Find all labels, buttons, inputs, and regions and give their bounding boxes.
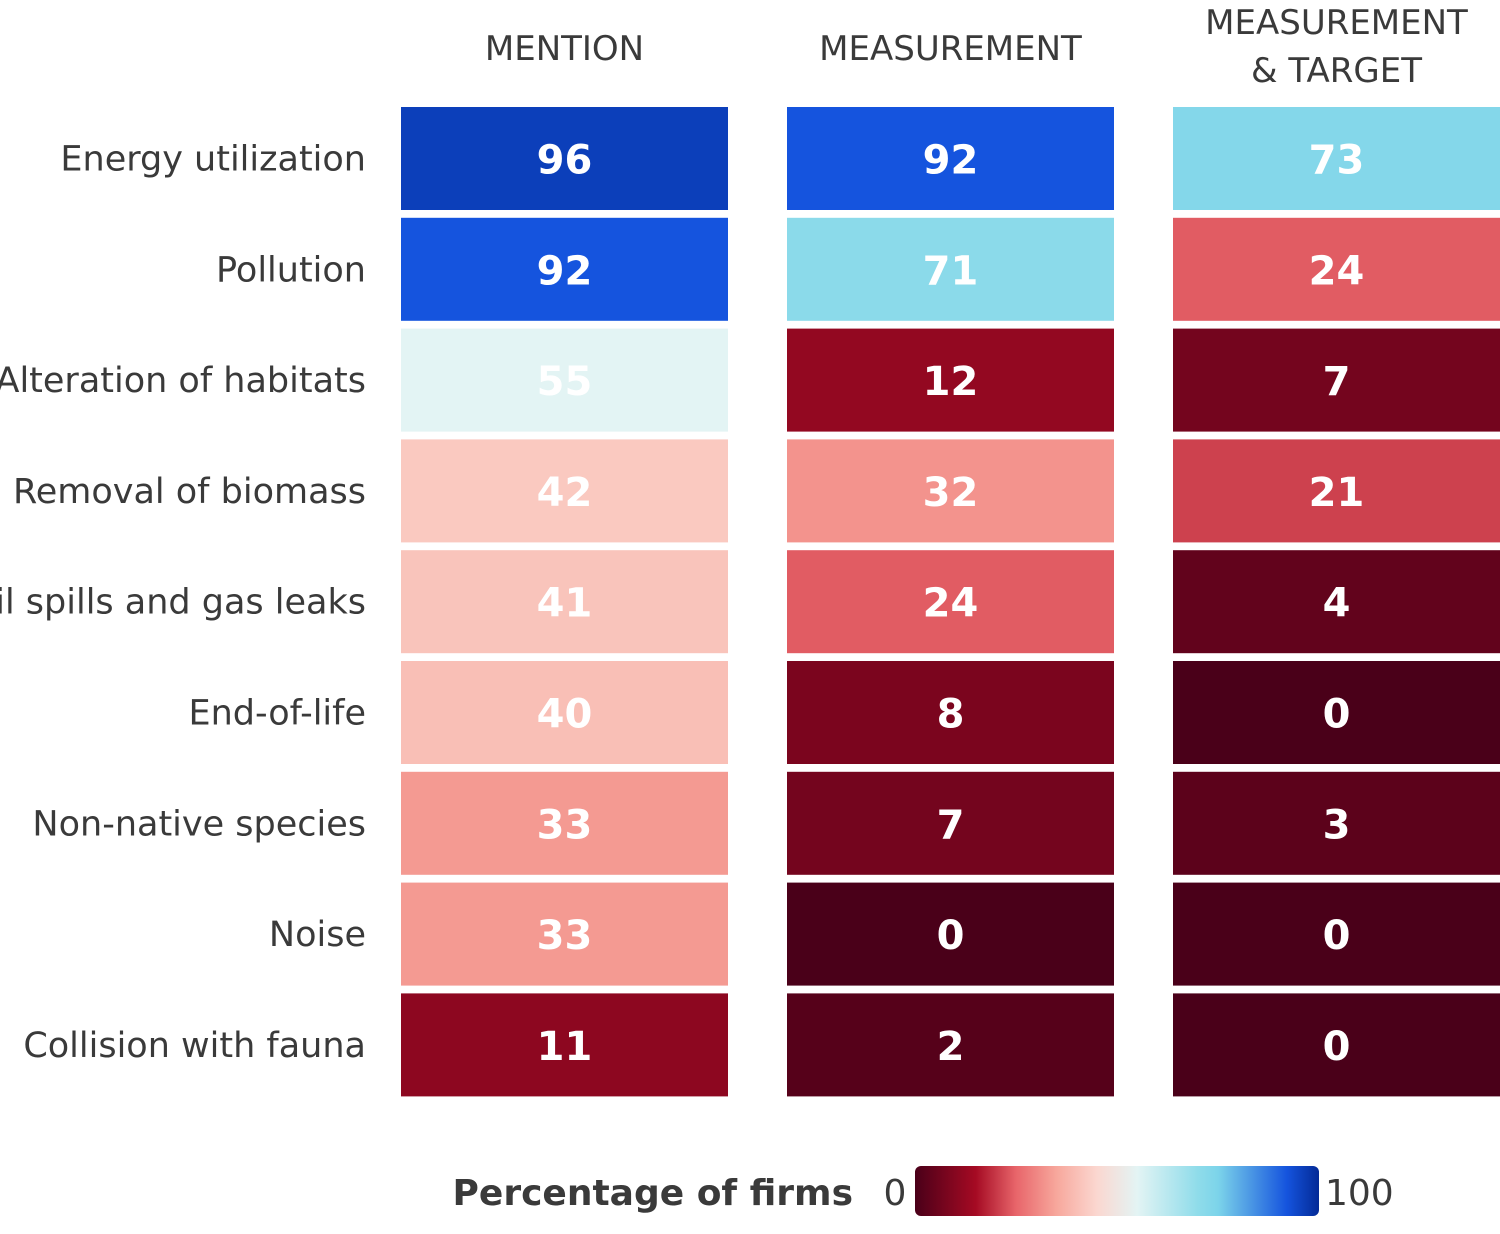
row-label-6: End-of-life <box>188 694 366 734</box>
column-headers: MENTION MEASUREMENT MEASUREMENT & TARGET <box>485 3 1468 91</box>
cell-7-1 <box>401 771 728 875</box>
cell-4-1 <box>401 439 728 543</box>
cell-value-5-3: 4 <box>1323 581 1351 627</box>
cell-value-7-3: 3 <box>1323 802 1351 848</box>
cell-2-2 <box>787 217 1114 321</box>
legend-min-label: 0 <box>884 1173 907 1214</box>
cell-value-8-3: 0 <box>1323 913 1351 959</box>
cell-value-8-2: 0 <box>937 913 965 959</box>
row-label-7: Non-native species <box>32 804 366 844</box>
cell-value-7-1: 33 <box>537 802 593 848</box>
cell-value-2-2: 71 <box>923 248 979 294</box>
cell-3-3 <box>1173 328 1500 432</box>
row-label-4: Removal of biomass <box>13 472 366 512</box>
cell-5-3 <box>1173 550 1500 654</box>
row-label-5: Oil spills and gas leaks <box>0 583 366 623</box>
cell-8-1 <box>401 882 728 986</box>
row-label-2: Pollution <box>216 250 366 290</box>
cell-value-4-2: 32 <box>923 470 979 516</box>
cell-2-3 <box>1173 217 1500 321</box>
cell-6-3 <box>1173 661 1500 764</box>
cell-value-6-3: 0 <box>1323 692 1351 738</box>
cell-7-2 <box>787 771 1114 875</box>
cell-9-2 <box>787 993 1114 1097</box>
row-label-8: Noise <box>269 915 366 955</box>
cell-value-5-1: 41 <box>537 581 593 627</box>
cell-value-3-2: 12 <box>923 359 979 405</box>
cell-value-3-3: 7 <box>1323 359 1351 405</box>
cell-2-1 <box>401 217 728 321</box>
cell-1-3 <box>1173 107 1500 210</box>
cell-5-1 <box>401 550 728 654</box>
row-label-3: Alteration of habitats <box>0 361 366 401</box>
cell-value-7-2: 7 <box>937 802 965 848</box>
cell-value-4-3: 21 <box>1309 470 1365 516</box>
cell-value-1-3: 73 <box>1309 138 1365 184</box>
cell-3-2 <box>787 328 1114 432</box>
color-legend: Percentage of firms 0 100 <box>453 1166 1394 1216</box>
cell-value-1-1: 96 <box>537 138 593 184</box>
cell-value-9-1: 11 <box>537 1024 593 1070</box>
cell-7-3 <box>1173 771 1500 875</box>
cell-value-2-3: 24 <box>1309 248 1365 294</box>
cell-4-2 <box>787 439 1114 543</box>
row-label-1: Energy utilization <box>60 140 366 180</box>
cell-value-3-1: 55 <box>537 359 593 405</box>
legend-color-bar <box>915 1166 1319 1216</box>
row-labels: Energy utilization Pollution Alteration of… <box>0 140 366 1066</box>
cell-5-2 <box>787 550 1114 654</box>
cell-value-2-1: 92 <box>537 248 593 294</box>
cell-value-8-1: 33 <box>537 913 593 959</box>
cell-4-3 <box>1173 439 1500 543</box>
cell-value-6-2: 8 <box>937 692 965 738</box>
cell-8-2 <box>787 882 1114 986</box>
cell-value-9-3: 0 <box>1323 1024 1351 1070</box>
cell-value-5-2: 24 <box>923 581 979 627</box>
legend-max-label: 100 <box>1325 1173 1394 1214</box>
cell-1-1 <box>401 107 728 210</box>
cell-3-1 <box>401 328 728 432</box>
cell-value-9-2: 2 <box>937 1024 965 1070</box>
cell-8-3 <box>1173 882 1500 986</box>
cell-value-4-1: 42 <box>537 470 593 516</box>
legend-title: Percentage of firms <box>453 1173 853 1214</box>
cell-1-2 <box>787 107 1114 210</box>
cell-9-1 <box>401 993 728 1097</box>
cell-9-3 <box>1173 993 1500 1097</box>
cell-value-1-2: 92 <box>923 138 979 184</box>
cell-6-2 <box>787 661 1114 764</box>
column-header-1: MENTION <box>485 29 644 69</box>
cell-value-6-1: 40 <box>537 692 593 738</box>
cell-6-1 <box>401 661 728 764</box>
column-header-2: MEASUREMENT <box>819 29 1082 69</box>
row-label-9: Collision with fauna <box>23 1026 366 1066</box>
column-header-3: MEASUREMENT & TARGET <box>1205 3 1468 91</box>
